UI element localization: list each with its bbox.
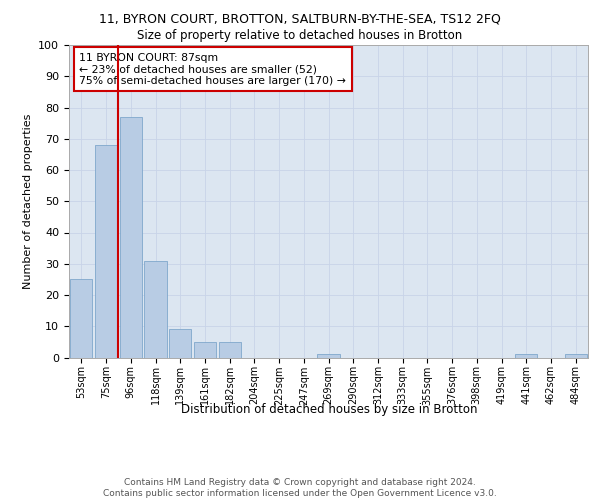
Bar [565,354,587,358]
Bar [145,260,167,358]
Bar [218,342,241,357]
Text: Size of property relative to detached houses in Brotton: Size of property relative to detached ho… [137,29,463,42]
Bar [70,280,92,357]
Bar [515,354,538,358]
Text: 11, BYRON COURT, BROTTON, SALTBURN-BY-THE-SEA, TS12 2FQ: 11, BYRON COURT, BROTTON, SALTBURN-BY-TH… [99,12,501,26]
Bar [95,145,117,358]
Bar [119,117,142,358]
Bar [317,354,340,358]
Text: Contains HM Land Registry data © Crown copyright and database right 2024.
Contai: Contains HM Land Registry data © Crown c… [103,478,497,498]
Y-axis label: Number of detached properties: Number of detached properties [23,114,33,289]
Bar [194,342,216,357]
Text: Distribution of detached houses by size in Brotton: Distribution of detached houses by size … [181,402,477,415]
Bar [169,330,191,357]
Text: 11 BYRON COURT: 87sqm
← 23% of detached houses are smaller (52)
75% of semi-deta: 11 BYRON COURT: 87sqm ← 23% of detached … [79,53,346,86]
